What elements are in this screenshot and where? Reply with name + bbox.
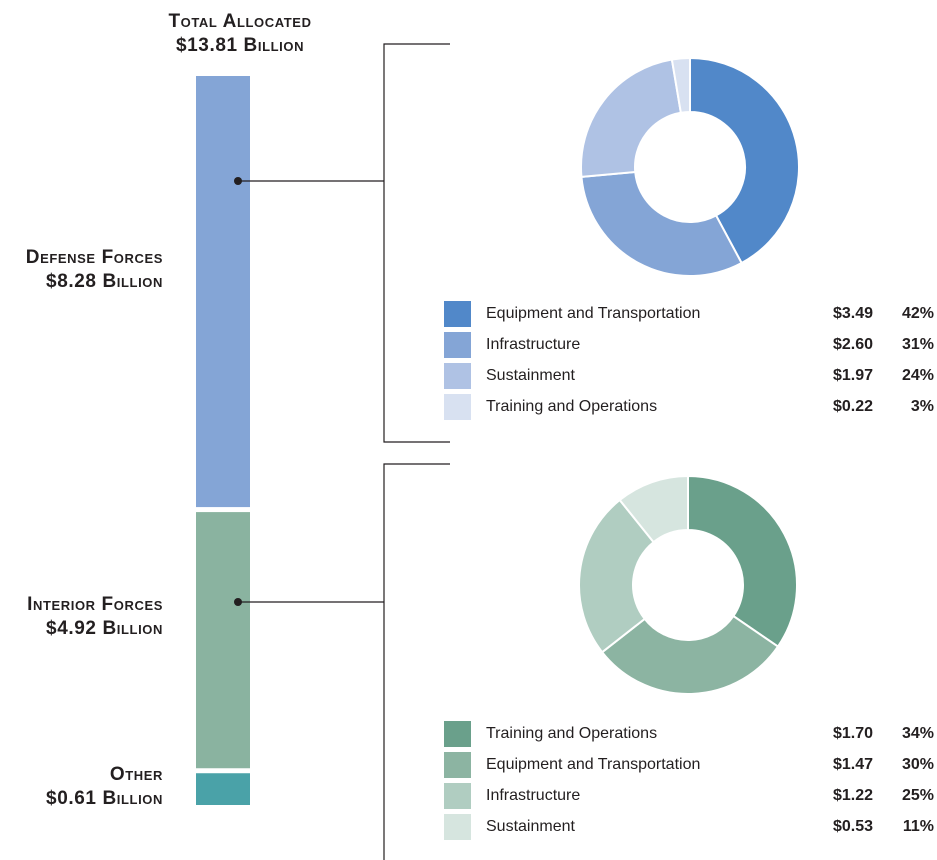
interior-forces-title: Interior Forces: [27, 594, 163, 615]
defense-legend-row: Infrastructure $2.60 31%: [444, 332, 937, 358]
total-allocated-label: Total Allocated $13.81 Billion: [110, 10, 370, 58]
legend-amount: $2.60: [832, 336, 873, 353]
legend-amount: $1.70: [832, 725, 873, 742]
legend-label: Training and Operations: [486, 398, 658, 415]
legend-swatch: [444, 394, 471, 420]
interior-donut-chart: [578, 474, 798, 695]
stacked-bar: [196, 76, 250, 805]
legend-label: Training and Operations: [486, 725, 658, 742]
legend-percent: 11%: [902, 818, 934, 835]
bar-segment-other: [196, 773, 250, 805]
legend-amount: $0.22: [832, 398, 873, 415]
other-label: Other $0.61 Billion: [0, 763, 163, 811]
legend-percent: 34%: [901, 725, 934, 742]
defense-forces-title: Defense Forces: [25, 247, 163, 268]
legend-swatch: [444, 814, 471, 840]
interior-slice-training-and-operations: [687, 474, 798, 648]
legend-label: Equipment and Transportation: [486, 756, 701, 773]
bar-segment-defense-forces: [196, 76, 250, 508]
legend-label: Infrastructure: [486, 787, 581, 804]
legend-percent: 25%: [901, 787, 934, 804]
connector-lines: [234, 43, 450, 860]
legend-amount: $1.47: [832, 756, 873, 773]
defense-slice-equipment-and-transportation: [689, 56, 800, 265]
total-amount: $13.81 Billion: [175, 35, 305, 56]
other-amount: $0.61 Billion: [46, 788, 163, 809]
interior-forces-amount: $4.92 Billion: [46, 618, 163, 639]
legend-percent: 3%: [910, 398, 934, 415]
interior-slice-sustainment: [618, 474, 689, 544]
defense-legend-row: Equipment and Transportation $3.49 42%: [444, 301, 937, 327]
legend-amount: $1.22: [832, 787, 873, 804]
interior-forces-label: Interior Forces $4.92 Billion: [0, 593, 163, 641]
legend-amount: $3.49: [832, 305, 873, 322]
interior-legend-row: Equipment and Transportation $1.47 30%: [444, 752, 937, 778]
legend-label: Equipment and Transportation: [486, 305, 701, 322]
legend-percent: 30%: [901, 756, 934, 773]
legend-swatch: [444, 783, 471, 809]
legend-percent: 31%: [901, 336, 934, 353]
interior-slice-equipment-and-transportation: [600, 614, 780, 695]
interior-legend-row: Sustainment $0.53 11%: [444, 814, 937, 840]
legend-label: Sustainment: [486, 367, 575, 384]
legend-swatch: [444, 301, 471, 327]
defense-slice-training-and-operations: [670, 56, 691, 114]
legend-swatch: [444, 363, 471, 389]
legend-swatch: [444, 332, 471, 358]
defense-slice-sustainment: [580, 58, 683, 178]
defense-legend-row: Sustainment $1.97 24%: [444, 363, 937, 389]
defense-donut-chart: [580, 56, 800, 277]
interior-legend-row: Training and Operations $1.70 34%: [444, 721, 937, 747]
legend-swatch: [444, 721, 471, 747]
defense-slice-infrastructure: [580, 170, 743, 277]
total-title: Total Allocated: [168, 11, 312, 32]
defense-legend-row: Training and Operations $0.22 3%: [444, 394, 937, 420]
interior-slice-infrastructure: [578, 498, 655, 654]
defense-forces-amount: $8.28 Billion: [46, 271, 163, 292]
legend-percent: 42%: [901, 305, 934, 322]
interior-bracket: [383, 463, 450, 860]
other-title: Other: [109, 764, 163, 785]
defense-forces-label: Defense Forces $8.28 Billion: [0, 246, 163, 294]
legend-amount: $0.53: [832, 818, 873, 835]
defense-bracket: [383, 43, 450, 443]
legend-label: Sustainment: [486, 818, 575, 835]
bar-segment-interior-forces: [196, 512, 250, 769]
legend-amount: $1.97: [832, 367, 873, 384]
legend-percent: 24%: [901, 367, 934, 384]
legend-label: Infrastructure: [486, 336, 581, 353]
legend-swatch: [444, 752, 471, 778]
interior-legend-row: Infrastructure $1.22 25%: [444, 783, 937, 809]
